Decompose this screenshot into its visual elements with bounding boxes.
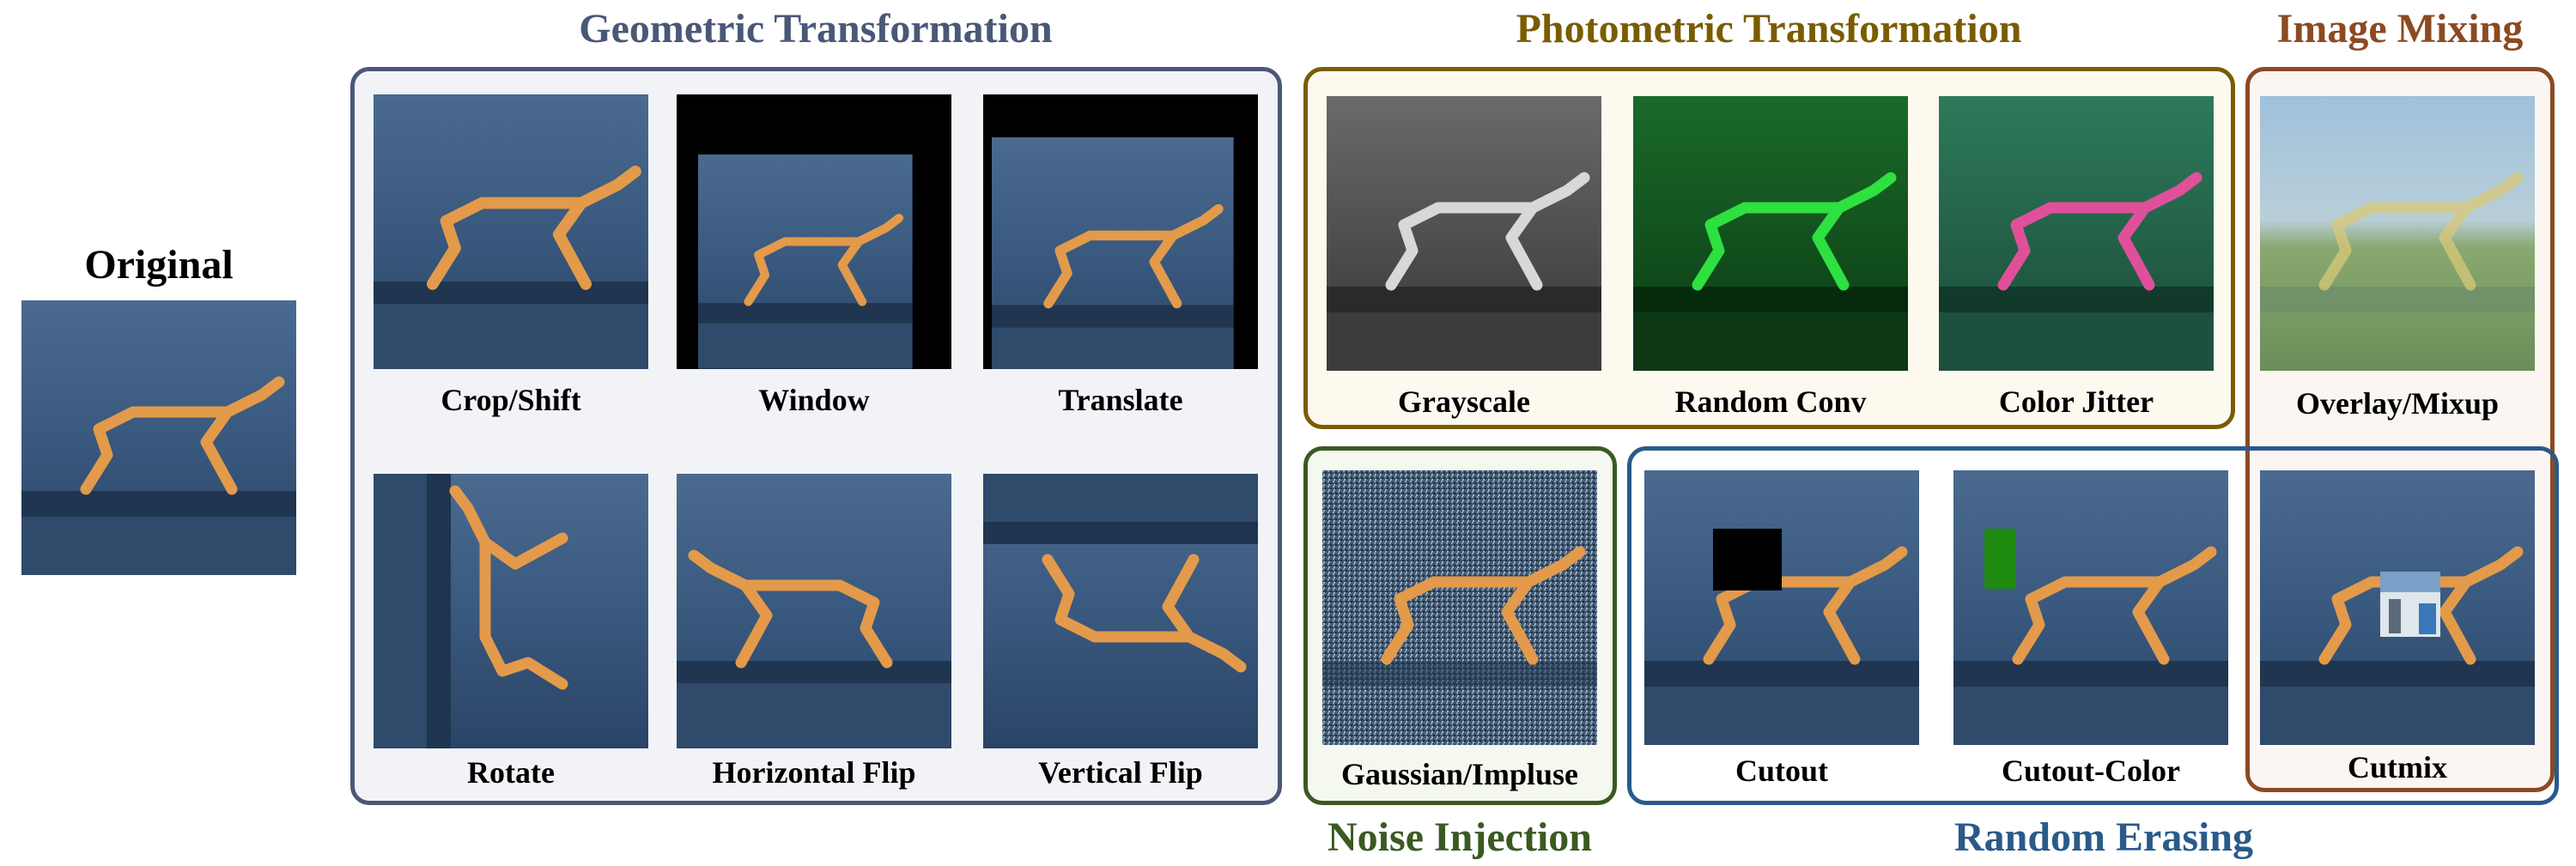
gaussian-impulse-thumbnail xyxy=(1322,470,1597,745)
cutout-color-label: Cutout-Color xyxy=(2002,754,2180,788)
crop-shift-label: Crop/Shift xyxy=(440,383,581,417)
translate-thumbnail xyxy=(983,94,1258,369)
image-mixing-group-title: Image Mixing xyxy=(2276,6,2524,51)
cutout-label: Cutout xyxy=(1735,754,1829,788)
rotate-label: Rotate xyxy=(467,755,555,790)
cutout-thumbnail xyxy=(1644,470,1919,745)
color-jitter-label: Color Jitter xyxy=(1998,385,2154,419)
random-erasing-group-title: Random Erasing xyxy=(1953,815,2254,860)
window-label: Window xyxy=(758,383,870,417)
geometric-group-title: Geometric Transformation xyxy=(579,6,1053,51)
crop-shift-thumbnail xyxy=(374,94,648,369)
random-erasing-group xyxy=(1627,446,2559,805)
gaussian-impulse-label: Gaussian/Impluse xyxy=(1340,757,1579,791)
window-thumbnail xyxy=(677,94,951,369)
horizontal-flip-thumbnail xyxy=(677,474,951,748)
original-image xyxy=(21,300,296,575)
vertical-flip-label: Vertical Flip xyxy=(1038,755,1203,790)
overlay-mixup-thumbnail xyxy=(2260,96,2535,371)
grayscale-thumbnail xyxy=(1327,96,1601,371)
photometric-group-title: Photometric Transformation xyxy=(1516,6,2022,51)
cutmix-thumbnail xyxy=(2260,470,2535,745)
random-conv-thumbnail xyxy=(1633,96,1908,371)
original-title: Original xyxy=(84,242,234,288)
rotate-thumbnail xyxy=(374,474,648,748)
cutmix-label: Cutmix xyxy=(2348,750,2447,784)
horizontal-flip-label: Horizontal Flip xyxy=(712,755,916,790)
overlay-mixup-label: Overlay/Mixup xyxy=(2296,386,2499,421)
color-jitter-thumbnail xyxy=(1939,96,2214,371)
noise-injection-group-title: Noise Injection xyxy=(1327,815,1592,860)
vertical-flip-thumbnail xyxy=(983,474,1258,748)
cutout-color-thumbnail xyxy=(1953,470,2228,745)
random-conv-label: Random Conv xyxy=(1674,385,1867,419)
translate-label: Translate xyxy=(1058,383,1183,417)
grayscale-label: Grayscale xyxy=(1398,385,1530,419)
